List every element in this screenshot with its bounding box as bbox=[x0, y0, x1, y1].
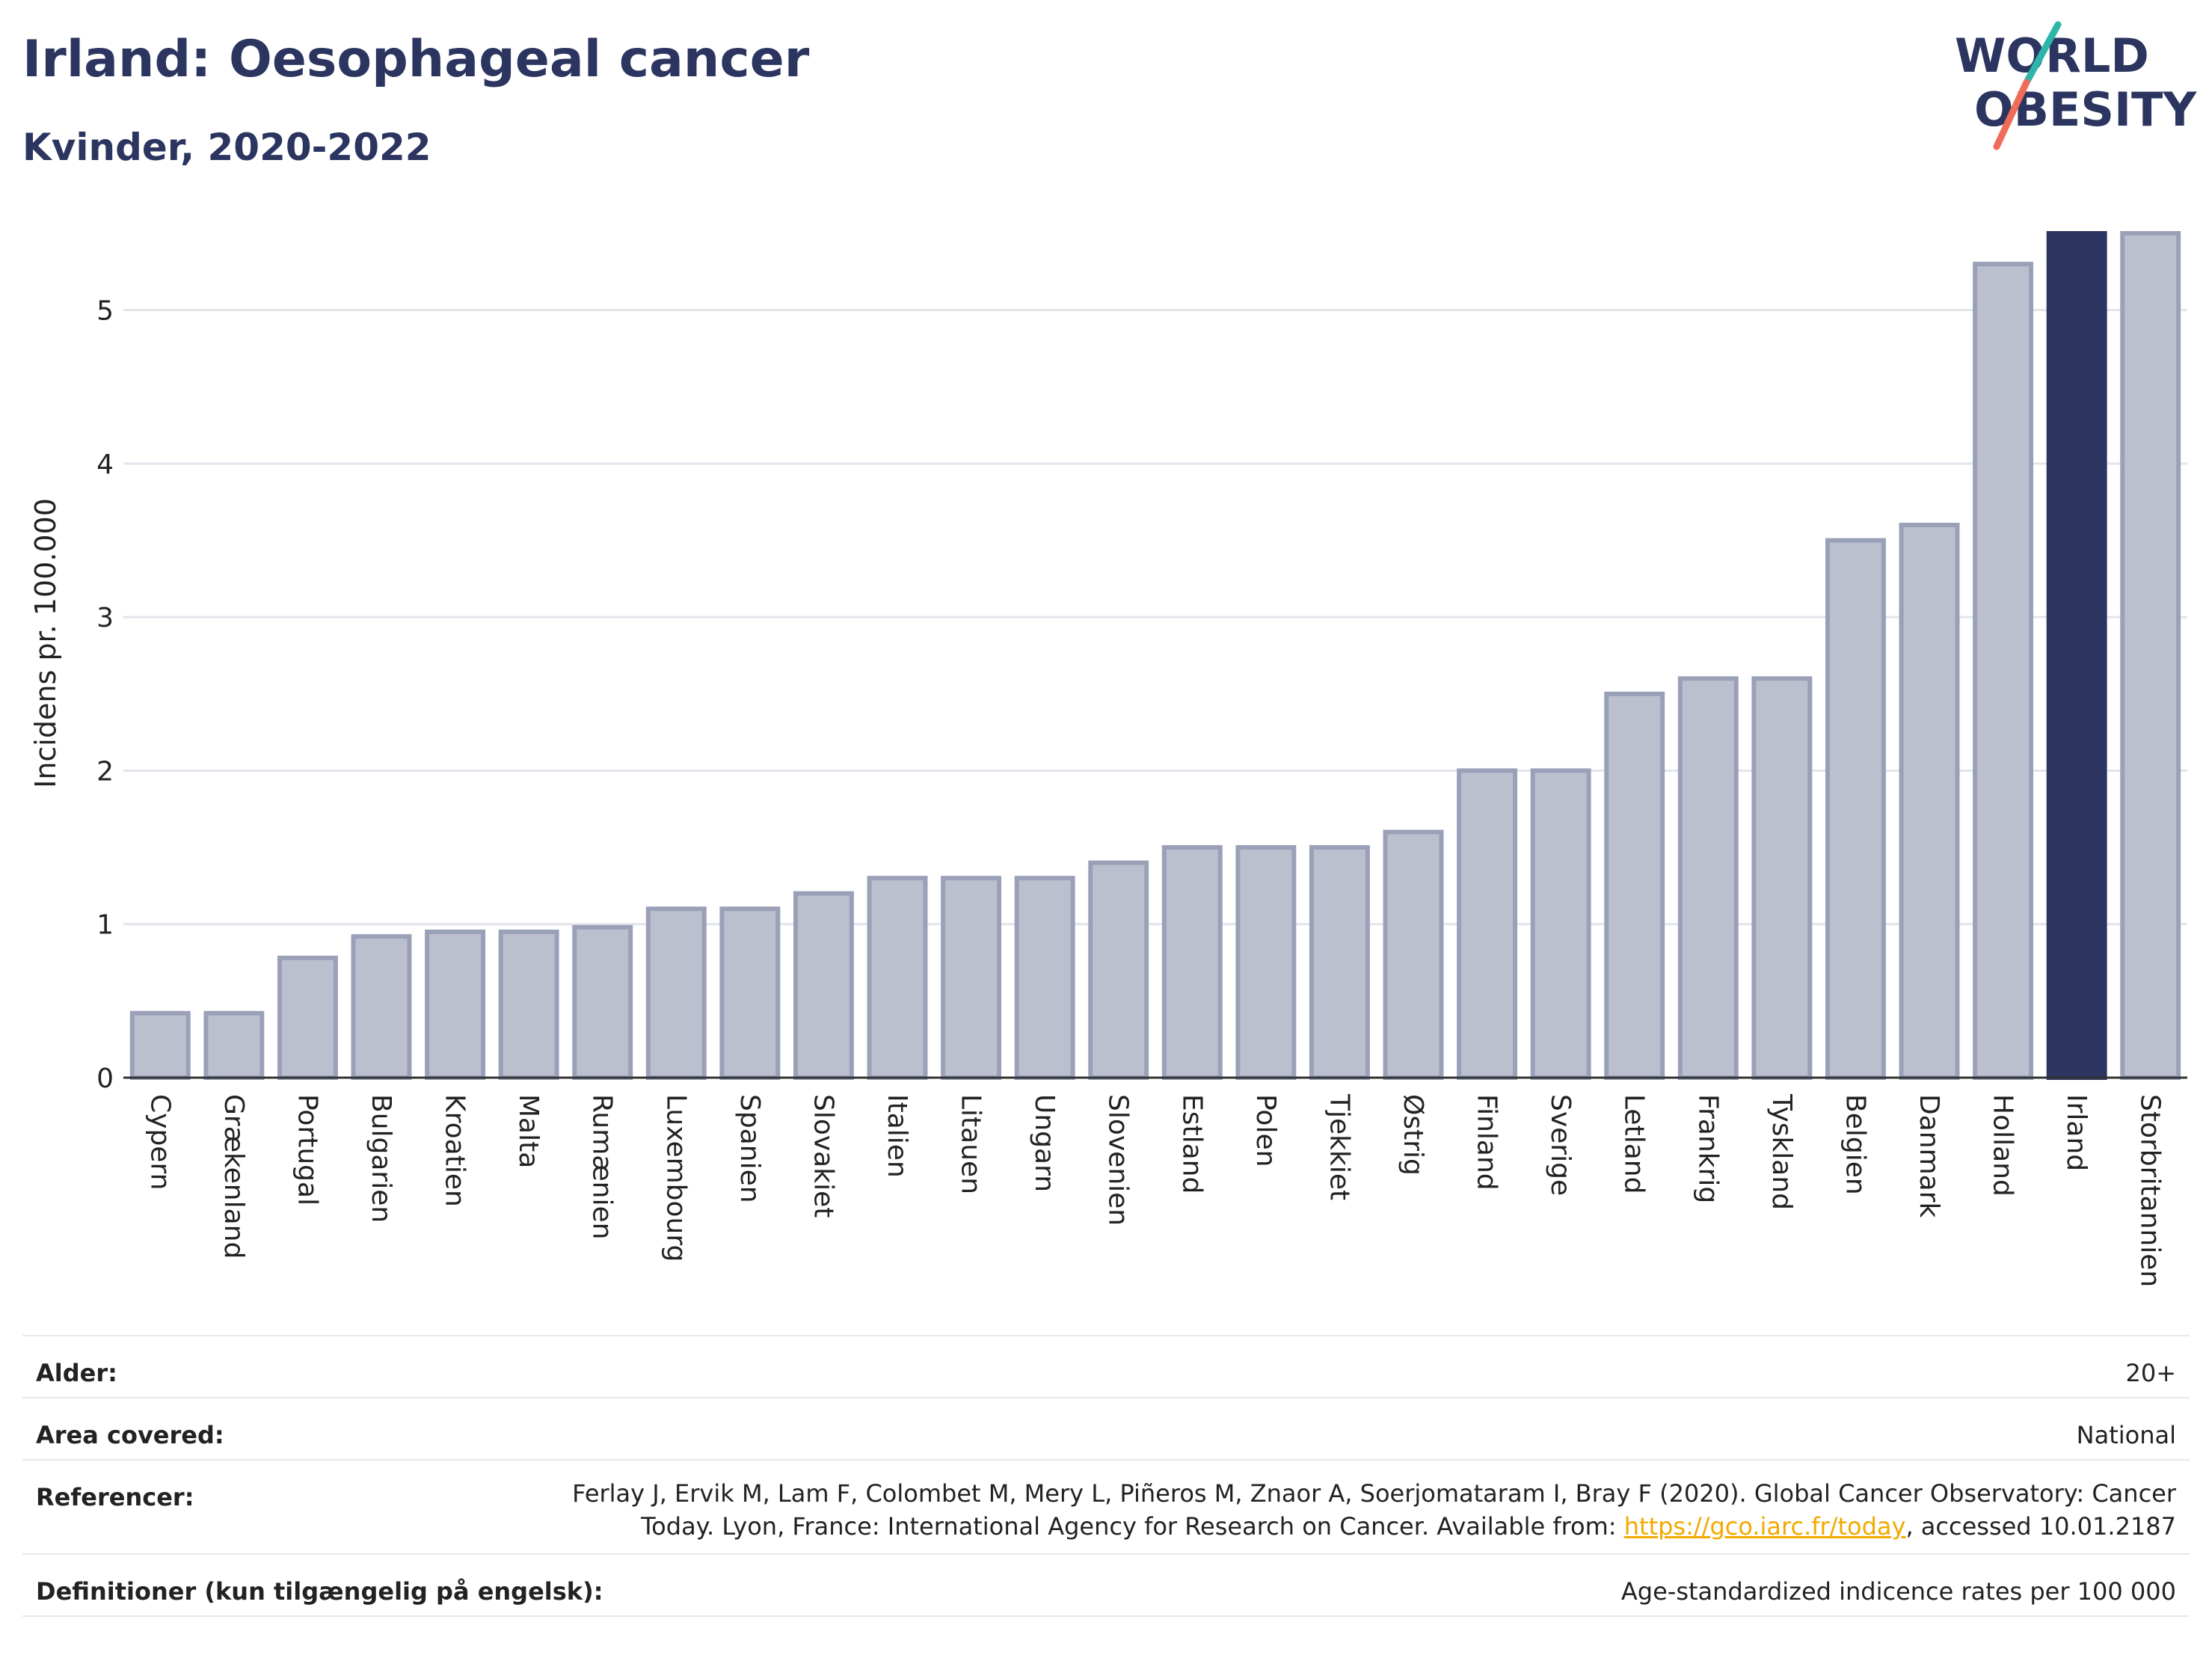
references-line2: Today. Lyon, France: International Agenc… bbox=[641, 1512, 1624, 1541]
x-tick-label: Italien bbox=[882, 1094, 912, 1178]
logo-slash-coral bbox=[1993, 79, 2030, 150]
footer-row-references: Referencer: Ferlay J, Ervik M, Lam F, Co… bbox=[22, 1459, 2190, 1553]
x-tick-label: Litauen bbox=[956, 1094, 986, 1194]
page-subtitle: Kvinder, 2020-2022 bbox=[22, 126, 431, 169]
footer-bottom-line bbox=[22, 1615, 2190, 1617]
bar-portugal bbox=[277, 955, 338, 1081]
x-tick-label: Tyskland bbox=[1766, 1093, 1797, 1210]
world-obesity-logo: WORLD OBESITY bbox=[1955, 21, 2197, 150]
x-tick-label: Holland bbox=[1988, 1094, 2018, 1197]
references-link[interactable]: https://gco.iarc.fr/today bbox=[1623, 1512, 1906, 1541]
bar-slovenien bbox=[1088, 860, 1149, 1080]
x-tick-label: Malta bbox=[513, 1094, 544, 1168]
bar-polen bbox=[1235, 845, 1297, 1081]
bar-letland bbox=[1604, 691, 1665, 1080]
bar-østrig bbox=[1383, 829, 1444, 1080]
x-tick-label: Slovenien bbox=[1103, 1094, 1134, 1226]
bar-storbritannien bbox=[2120, 231, 2181, 1080]
definitions-value: Age-standardized indicence rates per 100… bbox=[1620, 1577, 2176, 1606]
bar-tyskland bbox=[1751, 676, 1813, 1080]
bar-slovakiet bbox=[793, 891, 854, 1080]
x-tick-label: Bulgarien bbox=[366, 1094, 396, 1223]
bar-irland bbox=[2046, 231, 2107, 1080]
x-tick-label: Kroatien bbox=[440, 1094, 470, 1207]
x-tick-label: Irland bbox=[2061, 1094, 2092, 1171]
y-tick-label: 2 bbox=[96, 756, 114, 787]
references-line1: Ferlay J, Ervik M, Lam F, Colombet M, Me… bbox=[572, 1479, 2176, 1508]
references-line2-end: , accessed 10.01.2187 bbox=[1905, 1512, 2176, 1541]
age-label: Alder: bbox=[36, 1359, 117, 1387]
x-tick-label: Sverige bbox=[1545, 1094, 1576, 1196]
bar-belgien bbox=[1825, 538, 1886, 1080]
bar-grækenland bbox=[203, 1010, 265, 1080]
bar-rumænien bbox=[572, 924, 633, 1081]
footer-row-area: Area covered: National bbox=[22, 1397, 2190, 1459]
x-tick-label: Slovakiet bbox=[808, 1094, 838, 1218]
x-tick-label: Spanien bbox=[734, 1094, 765, 1203]
bar-ungarn bbox=[1014, 876, 1075, 1081]
x-tick-label: Letland bbox=[1619, 1094, 1650, 1194]
footer-row-age: Alder: 20+ bbox=[22, 1335, 2190, 1397]
area-label: Area covered: bbox=[36, 1421, 224, 1449]
x-tick-label: Tjekkiet bbox=[1324, 1093, 1354, 1200]
x-tick-label: Rumænien bbox=[587, 1094, 618, 1239]
y-tick-label: 0 bbox=[96, 1063, 114, 1094]
logo-slash-teal bbox=[2023, 21, 2062, 86]
bar-kroatien bbox=[425, 929, 486, 1081]
x-tick-label: Portugal bbox=[292, 1094, 322, 1206]
bar-estland bbox=[1161, 845, 1223, 1081]
y-tick-label: 3 bbox=[96, 603, 114, 633]
area-value: National bbox=[2076, 1421, 2176, 1449]
bar-frankrig bbox=[1677, 676, 1739, 1080]
x-tick-label: Danmark bbox=[1914, 1094, 1944, 1218]
x-tick-label: Grækenland bbox=[218, 1094, 249, 1259]
age-value: 20+ bbox=[2125, 1359, 2176, 1387]
x-tick-label: Cypern bbox=[144, 1094, 175, 1190]
y-tick-label: 5 bbox=[96, 296, 114, 327]
references-label: Referencer: bbox=[36, 1483, 194, 1511]
x-tick-label: Ungarn bbox=[1029, 1094, 1060, 1192]
x-tick-label: Østrig bbox=[1398, 1094, 1428, 1176]
bars bbox=[129, 231, 2181, 1081]
x-tick-label: Belgien bbox=[1840, 1094, 1870, 1195]
bar-cypern bbox=[129, 1010, 191, 1080]
bar-italien bbox=[867, 876, 928, 1081]
y-axis-label: Incidens pr. 100.000 bbox=[29, 498, 62, 788]
y-tick-labels: 0 1 2 3 4 5 bbox=[96, 296, 114, 1094]
bar-luxembourg bbox=[645, 906, 707, 1080]
x-tick-label: Finland bbox=[1472, 1094, 1502, 1191]
references-value: Ferlay J, Ervik M, Lam F, Colombet M, Me… bbox=[572, 1461, 2176, 1553]
x-tick-label: Luxembourg bbox=[660, 1094, 691, 1262]
y-tick-label: 1 bbox=[96, 910, 114, 941]
x-tick-label: Estland bbox=[1176, 1094, 1207, 1194]
bar-sverige bbox=[1530, 768, 1591, 1081]
bar-bulgarien bbox=[351, 934, 412, 1080]
bar-chart: 0 1 2 3 4 5 Cypern Grækenland Portugal Bulgarien… bbox=[29, 231, 2187, 1287]
bar-malta bbox=[498, 929, 559, 1081]
definitions-label: Definitioner (kun tilgængelig på engelsk… bbox=[36, 1577, 603, 1606]
bar-spanien bbox=[719, 906, 781, 1080]
bar-tjekkiet bbox=[1309, 845, 1370, 1081]
footer-table: Alder: 20+ Area covered: National Refere… bbox=[22, 1335, 2190, 1617]
footer-row-definitions: Definitioner (kun tilgængelig på engelsk… bbox=[22, 1553, 2190, 1615]
bar-finland bbox=[1457, 768, 1518, 1081]
page-title: Irland: Oesophageal cancer bbox=[22, 30, 810, 89]
bar-litauen bbox=[941, 876, 1002, 1081]
x-tick-labels: Cypern Grækenland Portugal Bulgarien Kroatie… bbox=[144, 1093, 2165, 1287]
x-tick-label: Storbritannien bbox=[2135, 1094, 2166, 1287]
x-tick-label: Polen bbox=[1250, 1094, 1281, 1167]
x-tick-label: Frankrig bbox=[1692, 1094, 1723, 1203]
y-tick-label: 4 bbox=[96, 449, 114, 480]
bar-holland bbox=[1973, 262, 2034, 1080]
bar-danmark bbox=[1899, 523, 1960, 1080]
